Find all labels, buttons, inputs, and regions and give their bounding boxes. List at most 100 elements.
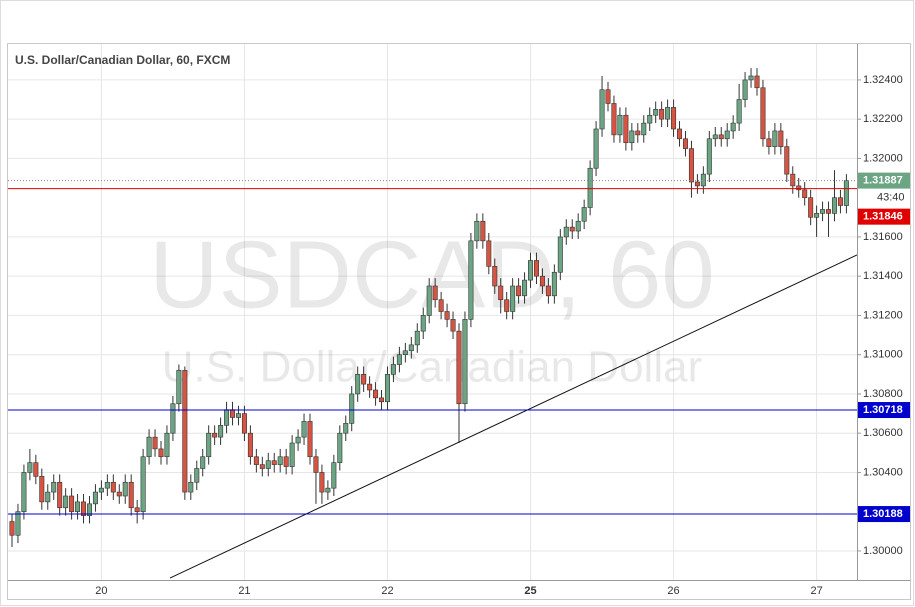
- x-tick-label: 27: [810, 585, 822, 597]
- candle-body: [21, 472, 27, 512]
- candle-body: [557, 236, 563, 273]
- price-label: 1.30718: [863, 404, 903, 416]
- candle-body: [790, 173, 796, 187]
- candle-body: [27, 462, 33, 473]
- y-tick-label: 1.30000: [863, 545, 903, 557]
- candle-body: [724, 130, 730, 140]
- candle-body: [283, 456, 289, 467]
- candle-body: [492, 266, 498, 287]
- candle-body: [146, 436, 152, 458]
- candle-body: [218, 425, 224, 438]
- candle-body: [712, 134, 718, 140]
- candle-body: [337, 432, 343, 463]
- candle-body: [671, 107, 677, 130]
- candle-body: [390, 364, 396, 375]
- candle-body: [748, 75, 754, 81]
- candle-body: [420, 315, 426, 332]
- chart-frame: [7, 43, 911, 600]
- candle-body: [319, 472, 325, 493]
- y-tick-label: 1.32400: [863, 74, 903, 86]
- candle-body: [176, 370, 182, 405]
- candle-body: [796, 185, 802, 191]
- price-label-box: [858, 506, 910, 523]
- candle-body: [253, 456, 259, 465]
- candle-body: [396, 354, 402, 365]
- candle-body: [355, 374, 361, 395]
- candle-body: [116, 491, 122, 497]
- trend-line: [169, 254, 858, 579]
- candle-body: [843, 180, 849, 206]
- candle-body: [39, 476, 45, 503]
- candle-body: [361, 374, 367, 385]
- price-label-box: [858, 208, 910, 225]
- candle-body: [522, 279, 528, 297]
- candle-body: [635, 130, 641, 136]
- candle-body: [754, 75, 760, 89]
- candle-body: [265, 460, 271, 469]
- y-tick-label: 1.30400: [863, 466, 903, 478]
- candle-body: [736, 99, 742, 124]
- candle-body: [188, 481, 194, 493]
- candle-body: [426, 285, 432, 316]
- candle-body: [235, 413, 241, 418]
- price-label: 1.31846: [863, 211, 903, 223]
- candle-body: [659, 109, 665, 120]
- candle-body: [837, 197, 843, 206]
- candle-body: [301, 421, 307, 438]
- candle-body: [69, 495, 75, 512]
- candle-body: [665, 107, 671, 120]
- candle-body: [128, 481, 134, 509]
- y-tick-label: 1.31200: [863, 309, 903, 321]
- candle-body: [104, 481, 110, 489]
- y-tick-label: 1.30800: [863, 388, 903, 400]
- candle-body: [57, 481, 63, 509]
- y-tick-label: 1.30600: [863, 427, 903, 439]
- x-tick-label: 21: [238, 585, 250, 597]
- candle-body: [760, 87, 766, 140]
- candle-body: [81, 501, 87, 516]
- candle-body: [384, 374, 390, 403]
- candle-body: [224, 409, 230, 426]
- candle-body: [611, 103, 617, 136]
- candle-body: [200, 456, 206, 469]
- candle-body: [474, 220, 480, 242]
- candle-body: [569, 226, 575, 232]
- candle-body: [653, 109, 659, 116]
- candle-body: [516, 285, 522, 297]
- candle-body: [325, 487, 331, 493]
- candle-body: [820, 209, 826, 214]
- candle-body: [367, 383, 373, 391]
- y-tick-label: 1.32200: [863, 113, 903, 125]
- candle-body: [480, 220, 486, 242]
- x-tick-label: 25: [524, 585, 536, 597]
- candle-body: [599, 89, 605, 130]
- candle-body: [730, 122, 736, 132]
- candle-body: [826, 209, 832, 214]
- candle-body: [313, 456, 319, 473]
- candle-body: [444, 311, 450, 320]
- x-tick-label: 20: [95, 585, 107, 597]
- candle-body: [92, 491, 98, 505]
- candle-body: [194, 468, 200, 483]
- candle-body: [468, 240, 474, 320]
- candle-body: [486, 240, 492, 267]
- candle-body: [259, 464, 265, 469]
- candle-body: [140, 456, 146, 512]
- candle-body: [581, 207, 587, 222]
- candle-body: [152, 436, 158, 450]
- candle-body: [414, 330, 420, 346]
- candle-body: [241, 413, 247, 434]
- candle-body: [462, 319, 468, 405]
- candle-body: [247, 432, 253, 458]
- candle-body: [563, 226, 569, 238]
- candle-body: [271, 460, 277, 465]
- candle-body: [545, 285, 551, 297]
- candle-body: [75, 501, 81, 512]
- price-label-box: [858, 172, 910, 189]
- candle-body: [766, 138, 772, 147]
- watermark-subtitle: U.S. Dollar/Canadian Dollar: [162, 343, 702, 392]
- candle-body: [778, 130, 784, 147]
- candle-body: [706, 138, 712, 175]
- y-tick-label: 1.31600: [863, 231, 903, 243]
